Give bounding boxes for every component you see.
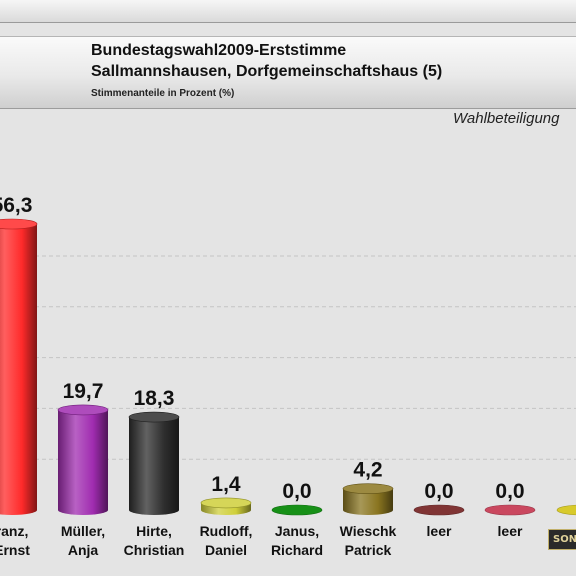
category-label: ranz, [0, 523, 28, 539]
value-label: 0,0 [424, 480, 453, 503]
bar-body [58, 409, 108, 515]
category-label: Janus, [275, 523, 319, 539]
bar-top [271, 504, 323, 516]
bar-top [342, 483, 394, 494]
category-label: Rudloff, [200, 523, 253, 539]
bars [0, 218, 576, 516]
labels: 56,3 ranz, Ernst 19,7 Müller, Anja 18,3 Hirte, C… [0, 194, 525, 558]
category-label: leer [427, 523, 452, 539]
bar [57, 404, 109, 515]
category-label: Anja [68, 542, 99, 558]
category-label: Müller, [61, 523, 105, 539]
bar-top [128, 411, 180, 423]
category-label: Ernst [0, 542, 30, 558]
bar [342, 483, 394, 515]
category-label: Wieschk [340, 523, 397, 539]
bar [484, 504, 536, 516]
bar [556, 504, 576, 516]
bar-top [556, 504, 576, 516]
gridlines [0, 255, 576, 460]
value-label: 4,2 [353, 459, 382, 482]
bar-body [0, 223, 37, 515]
category-label: leer [498, 523, 523, 539]
turnout-label: Wahlbeteiligung [453, 110, 560, 127]
value-label: 0,0 [495, 480, 524, 503]
chart-location-title: Sallmannshausen, Dorfgemeinschaftshaus (… [91, 63, 443, 80]
category-label: Hirte, [136, 523, 172, 539]
bar [128, 411, 180, 515]
chart-title: Bundestagswahl2009-Erststimme [91, 42, 347, 59]
bar-top [0, 218, 38, 230]
value-label: 56,3 [0, 194, 32, 217]
bar-top [413, 504, 465, 516]
value-label: 18,3 [134, 387, 175, 410]
chart-header: Bundestagswahl2009-Erststimme Sallmannsh… [0, 36, 576, 109]
category-label: Daniel [205, 542, 247, 558]
bar [413, 504, 465, 516]
bar-top [484, 504, 536, 516]
value-label: 1,4 [211, 473, 241, 496]
value-label: 19,7 [63, 380, 104, 403]
other-parties-badge[interactable]: SONST [548, 529, 576, 550]
bar-body [129, 417, 179, 515]
bar-top [200, 497, 252, 509]
bar [0, 218, 38, 515]
chart-subtitle: Stimmenanteile in Prozent (%) [91, 88, 235, 99]
category-label: Christian [124, 542, 185, 558]
category-label: Patrick [345, 542, 392, 558]
bar [200, 497, 252, 515]
bar-top [57, 404, 109, 416]
value-label: 0,0 [282, 480, 311, 503]
top-toolbar [0, 0, 576, 23]
bar [271, 504, 323, 516]
category-label: Richard [271, 542, 323, 558]
bar-body [343, 488, 393, 515]
